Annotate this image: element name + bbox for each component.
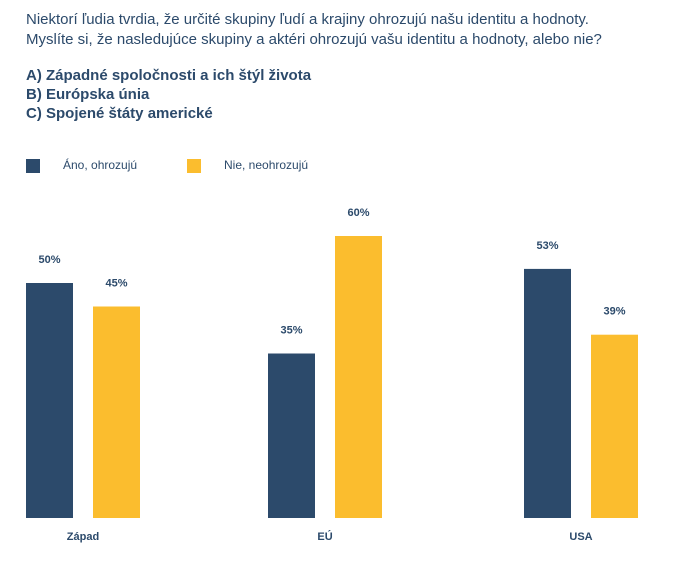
bar-yes-0: [26, 283, 73, 518]
question-text: Niektorí ľudia tvrdia, že určité skupiny…: [26, 10, 666, 50]
data-label-no-1: 60%: [347, 207, 369, 219]
category-label-0: Západ: [67, 531, 99, 543]
option-c: C) Spojené štáty americké: [26, 105, 213, 122]
data-label-yes-2: 53%: [536, 240, 558, 252]
option-a: A) Západné spoločnosti a ich štýl života: [26, 67, 312, 84]
legend-swatch-no: [187, 159, 201, 173]
data-label-no-2: 39%: [603, 306, 625, 318]
legend-label-no: Nie, neohrozujú: [224, 158, 309, 172]
legend-label-yes: Áno, ohrozujú: [63, 158, 138, 172]
legend-swatch-yes: [26, 159, 40, 173]
category-label-1: EÚ: [317, 530, 332, 543]
data-label-yes-0: 50%: [38, 254, 60, 266]
bar-yes-2: [524, 268, 571, 518]
bar-no-0: [93, 306, 140, 518]
bar-no-2: [591, 334, 638, 518]
category-label-2: USA: [569, 531, 592, 543]
option-b: B) Európska únia: [26, 86, 150, 103]
question-line-2: Myslíte si, že nasledujúce skupiny a akt…: [26, 31, 602, 48]
bar-no-1: [335, 236, 382, 518]
question-line-1: Niektorí ľudia tvrdia, že určité skupiny…: [26, 11, 589, 28]
data-label-yes-1: 35%: [280, 325, 302, 337]
bar-yes-1: [268, 353, 315, 518]
chart-legend: Áno, ohrozujú Nie, neohrozujú: [26, 157, 526, 177]
answer-options: A) Západné spoločnosti a ich štýl života…: [26, 66, 666, 123]
data-label-no-0: 45%: [105, 278, 127, 290]
